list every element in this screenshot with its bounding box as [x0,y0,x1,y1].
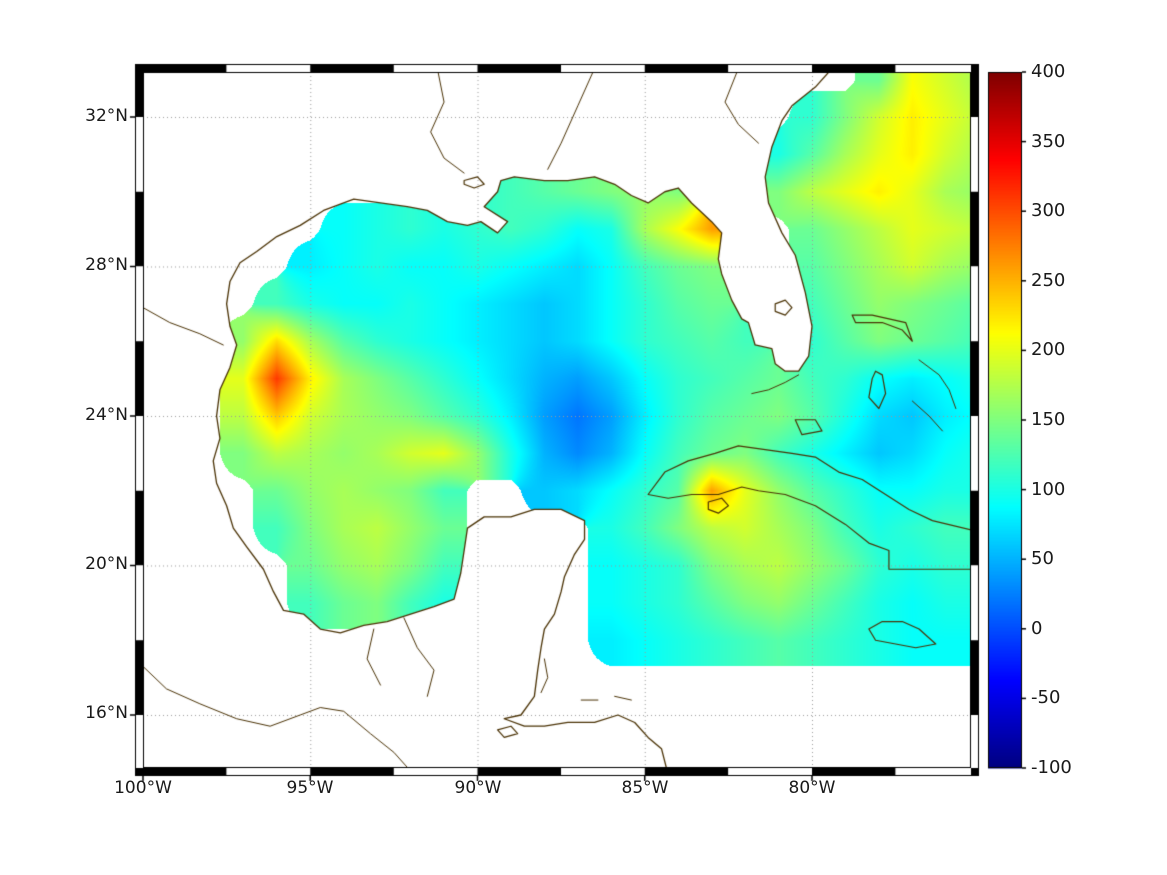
x-tick-label: 100°W [114,778,172,798]
y-tick-label: 16°N [85,703,128,723]
x-tick-label: 90°W [454,778,502,798]
y-tick-label: 24°N [85,405,128,425]
colorbar-tick-label: 350 [1031,131,1066,152]
x-tick-label: 80°W [788,778,836,798]
x-tick-label: 95°W [286,778,334,798]
colorbar-tick-label: 50 [1031,548,1054,569]
y-tick-label: 28°N [85,255,128,275]
x-tick-label: 85°W [621,778,669,798]
colorbar-tick-label: 300 [1031,200,1066,221]
y-tick-label: 32°N [85,106,128,126]
y-tick-label: 20°N [85,554,128,574]
colorbar-tick-label: 400 [1031,61,1066,82]
colorbar-tick-label: 100 [1031,479,1066,500]
colorbar-tick-label: 250 [1031,270,1066,291]
colorbar-tick-label: -50 [1031,687,1061,708]
colorbar-tick-label: -100 [1031,757,1072,778]
colorbar-tick-label: 150 [1031,409,1066,430]
colorbar-tick-label: 200 [1031,339,1066,360]
colorbar-tick-label: 0 [1031,618,1043,639]
